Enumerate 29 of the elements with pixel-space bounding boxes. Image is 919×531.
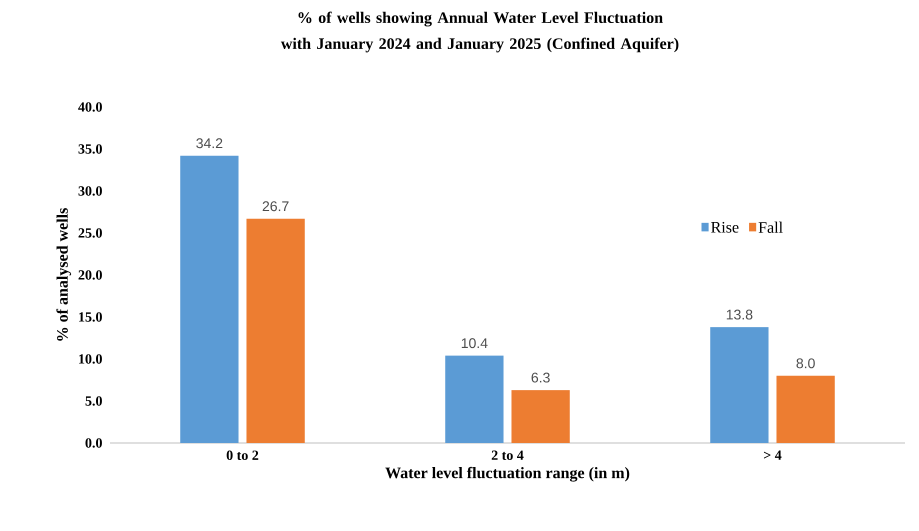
x-tick-label: > 4 (764, 450, 782, 460)
data-label: 6.3 (532, 372, 550, 383)
data-label: 13.8 (726, 310, 752, 320)
bar (710, 327, 769, 443)
bar (445, 356, 504, 443)
bar (511, 390, 570, 443)
y-tick-label: 20.0 (78, 270, 102, 280)
bar (776, 376, 835, 443)
legend-label: Rise (711, 222, 739, 233)
y-tick-label: 35.0 (78, 144, 102, 154)
data-label: 10.4 (462, 338, 488, 348)
x-tick-label: 0 to 2 (226, 450, 258, 460)
y-tick-label: 0.0 (86, 438, 102, 448)
data-label: 8.0 (796, 358, 815, 368)
y-tick-label: 30.0 (78, 186, 102, 196)
bar (180, 156, 239, 443)
legend-label: Fall (758, 222, 783, 233)
data-label: 26.7 (262, 201, 289, 212)
chart-title: % of wells showing Annual Water Level Fluctuation with January 2024 and January 2025 (Confined Aquifer) (280, 12, 678, 52)
y-tick-label: 5.0 (86, 396, 102, 406)
data-label: 34.2 (196, 138, 222, 148)
y-tick-label: 15.0 (79, 312, 102, 322)
y-axis-title: % of analysed wells (56, 208, 72, 341)
y-tick-label: 10.0 (79, 354, 102, 364)
x-axis-title: Water level fluctuation range (in m) (385, 466, 630, 482)
x-tick-label: 2 to 4 (492, 450, 524, 460)
y-tick-label: 25.0 (78, 228, 102, 238)
bar (246, 218, 305, 443)
y-tick-label: 40.0 (78, 102, 102, 112)
